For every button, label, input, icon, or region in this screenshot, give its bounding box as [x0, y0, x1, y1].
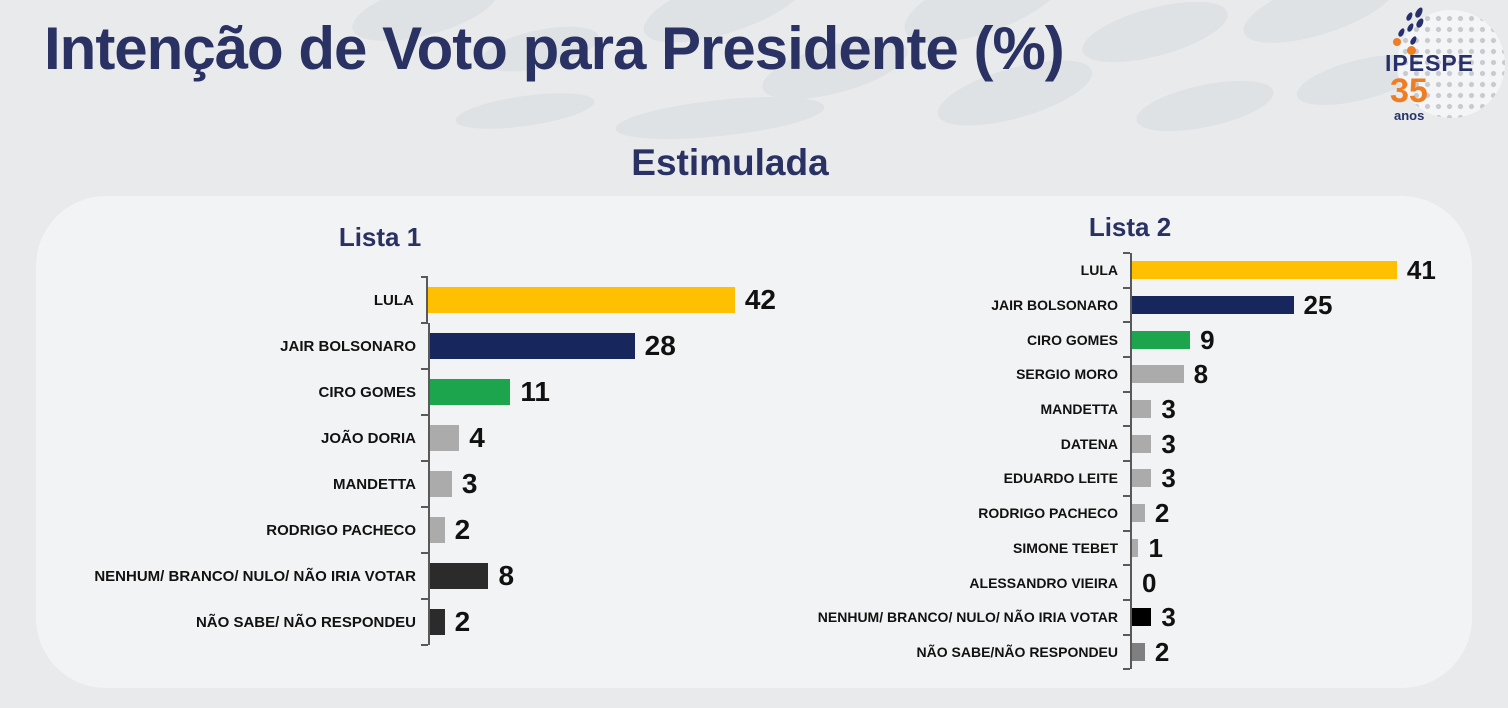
- value-label: 42: [744, 284, 776, 315]
- chart-row: SERGIO MORO 8: [768, 356, 1492, 392]
- bar: [430, 333, 635, 359]
- chart-row: RODRIGO PACHECO 2: [40, 506, 776, 553]
- logo-orange-dot: [1393, 38, 1401, 46]
- value-label: 4: [469, 422, 485, 453]
- value-label: 9: [1200, 324, 1215, 355]
- logo-wordmark: IPESPE: [1385, 50, 1475, 76]
- chart-rows: LULA 42 JAIR BOLSONARO 28 CIRO GOMES 11 JOÃO D…: [40, 276, 776, 646]
- bar: [1132, 469, 1152, 488]
- value-label: 11: [520, 376, 551, 407]
- value-label: 8: [1193, 359, 1209, 390]
- chart-lista-2: Lista 2 LULA 41 JAIR BOLSONARO 25 CIRO GOMES…: [768, 206, 1492, 676]
- bar: [1132, 365, 1184, 384]
- value-label: 3: [1161, 428, 1176, 459]
- value-label: 2: [454, 606, 471, 637]
- value-label: 2: [454, 514, 471, 545]
- logo-anniversary-number: 35: [1390, 72, 1428, 110]
- category-label: JAIR BOLSONARO: [280, 337, 416, 355]
- value-label: 3: [461, 468, 478, 499]
- bar: [1132, 330, 1191, 349]
- category-label: MANDETTA: [332, 475, 416, 493]
- chart-row: MANDETTA 3: [768, 390, 1492, 427]
- bar: [427, 287, 735, 313]
- bar: [430, 517, 445, 543]
- category-label: RODRIGO PACHECO: [266, 521, 416, 539]
- category-label: SIMONE TEBET: [1012, 539, 1118, 556]
- category-label: ALESSANDRO VIEIRA: [969, 574, 1118, 591]
- bar: [1132, 434, 1152, 453]
- bar: [1132, 261, 1397, 280]
- category-label: NÃO SABE/NÃO RESPONDEU: [916, 643, 1118, 660]
- category-label: NENHUM/ BRANCO/ NULO/ NÃO IRIA VOTAR: [817, 609, 1118, 626]
- bar: [1132, 538, 1139, 557]
- chart-row: SIMONE TEBET 1: [768, 529, 1492, 566]
- value-label: 3: [1161, 394, 1176, 425]
- page-title: Intenção de Voto para Presidente (%): [44, 15, 1065, 82]
- value-label: 3: [1161, 463, 1176, 494]
- globe-dots-icon: [1397, 10, 1505, 118]
- chart-row: DATENA 3: [768, 425, 1492, 462]
- bar: [1132, 608, 1152, 627]
- category-label: EDUARDO LEITE: [1003, 470, 1118, 487]
- bar: [1132, 642, 1145, 661]
- bar: [1132, 296, 1294, 315]
- bar: [1132, 400, 1152, 419]
- chart-row: JAIR BOLSONARO 25: [768, 286, 1492, 323]
- chart-row: NENHUM/ BRANCO/ NULO/ NÃO IRIA VOTAR 3: [768, 598, 1492, 635]
- category-label: JAIR BOLSONARO: [991, 297, 1118, 314]
- ipespe-logo: IPESPE 35 anos: [1385, 2, 1507, 132]
- chart-row: MANDETTA 3: [40, 460, 776, 507]
- chart-title: Lista 2: [1088, 212, 1172, 242]
- value-label: 25: [1303, 290, 1333, 321]
- chart-row: ALESSANDRO VIEIRA 0: [768, 564, 1492, 600]
- value-label: 3: [1161, 602, 1176, 633]
- value-label: 28: [644, 330, 676, 361]
- bar: [430, 471, 452, 497]
- chart-title: Lista 1: [338, 222, 422, 252]
- chart-row: NENHUM/ BRANCO/ NULO/ NÃO IRIA VOTAR 8: [40, 552, 776, 599]
- value-label: 41: [1406, 255, 1436, 286]
- bar: [430, 425, 460, 451]
- category-label: MANDETTA: [1040, 401, 1118, 418]
- chart-row: NÃO SABE/ NÃO RESPONDEU 2: [40, 598, 776, 645]
- category-label: DATENA: [1060, 435, 1118, 452]
- charts-panel: Lista 1 LULA 42 JAIR BOLSONARO 28 CIRO GOMES…: [36, 196, 1472, 688]
- logo-anniversary-unit: anos: [1394, 108, 1425, 123]
- category-label: SERGIO MORO: [1016, 366, 1118, 383]
- bar: [430, 563, 489, 589]
- chart-row: CIRO GOMES 9: [768, 321, 1492, 358]
- chart-rows: LULA 41 JAIR BOLSONARO 25 CIRO GOMES 9 SERGIO …: [768, 252, 1492, 671]
- category-label: CIRO GOMES: [318, 383, 416, 401]
- value-label: 1: [1148, 532, 1163, 563]
- chart-lista-1: Lista 1 LULA 42 JAIR BOLSONARO 28 CIRO GOMES…: [40, 216, 776, 646]
- category-label: CIRO GOMES: [1026, 331, 1118, 348]
- category-label: LULA: [1080, 262, 1118, 279]
- category-label: NÃO SABE/ NÃO RESPONDEU: [195, 613, 416, 631]
- chart-row: CIRO GOMES 11: [40, 368, 776, 415]
- category-label: LULA: [373, 291, 414, 309]
- value-label: 2: [1154, 498, 1170, 529]
- bar: [430, 609, 445, 635]
- chart-row: JOÃO DORIA 4: [40, 414, 776, 461]
- value-label: 8: [498, 560, 515, 591]
- chart-row: NÃO SABE/NÃO RESPONDEU 2: [768, 633, 1492, 670]
- category-label: NENHUM/ BRANCO/ NULO/ NÃO IRIA VOTAR: [94, 567, 416, 585]
- chart-row: EDUARDO LEITE 3: [768, 460, 1492, 496]
- bar: [1132, 504, 1145, 523]
- chart-row: LULA 42: [40, 276, 776, 323]
- value-label: 2: [1154, 636, 1170, 667]
- bar: [430, 379, 511, 405]
- chart-row: JAIR BOLSONARO 28: [40, 322, 776, 369]
- chart-row: RODRIGO PACHECO 2: [768, 494, 1492, 531]
- value-label: 0: [1142, 567, 1157, 598]
- category-label: JOÃO DORIA: [320, 429, 416, 447]
- chart-section-subtitle: Estimulada: [631, 142, 829, 183]
- chart-row: LULA 41: [768, 252, 1492, 288]
- category-label: RODRIGO PACHECO: [978, 505, 1118, 522]
